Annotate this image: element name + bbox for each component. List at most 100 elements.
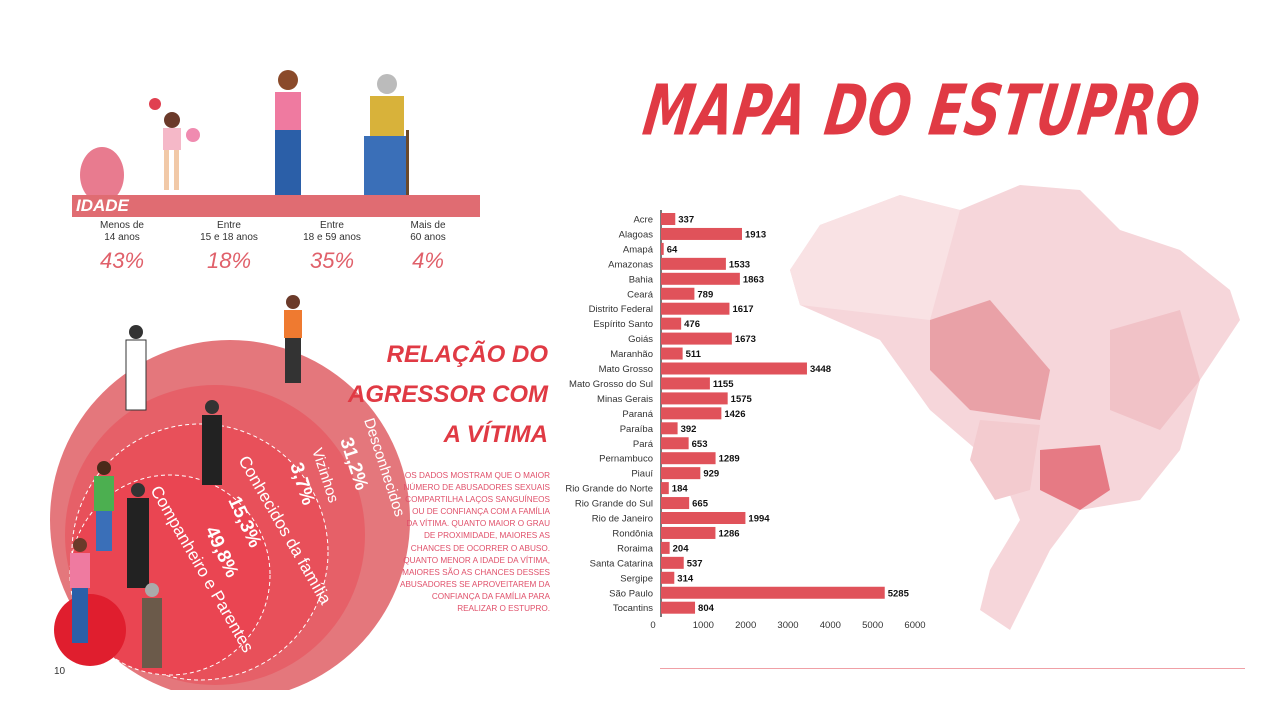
category-label: Minas Gerais bbox=[597, 394, 653, 405]
relation-title: RELAÇÃO DO AGRESSOR COM A VÍTIMA bbox=[347, 341, 548, 448]
age-group-label: Menos de 14 anos bbox=[100, 220, 144, 243]
x-tick-label: 3000 bbox=[777, 620, 798, 631]
relation-rings: Desconhecidos 31,2% Vizinhos 3,7% Conhec… bbox=[50, 295, 410, 690]
age-group-pct: 18% bbox=[206, 248, 252, 273]
age-group-pct: 4% bbox=[412, 248, 444, 273]
data-label: 1617 bbox=[732, 304, 753, 315]
category-label: Sergipe bbox=[620, 573, 653, 584]
data-label: 337 bbox=[678, 215, 694, 226]
map-mato-grosso bbox=[930, 300, 1050, 420]
bar bbox=[661, 257, 726, 270]
age-band bbox=[72, 195, 480, 217]
data-label: 1533 bbox=[729, 259, 750, 270]
age-band-label: IDADE bbox=[76, 196, 129, 215]
category-label: Rio Grande do Sul bbox=[575, 499, 653, 510]
category-label: Amapá bbox=[623, 244, 654, 255]
category-label: Amazonas bbox=[608, 259, 653, 270]
bar bbox=[661, 287, 695, 300]
bar bbox=[661, 556, 684, 569]
category-label: Pernambuco bbox=[599, 454, 653, 465]
age-group-label: Entre 15 e 18 anos bbox=[200, 220, 258, 243]
category-label: Acre bbox=[633, 215, 653, 226]
map-ms bbox=[970, 420, 1040, 500]
bar bbox=[661, 347, 683, 360]
x-tick-label: 2000 bbox=[735, 620, 756, 631]
data-label: 3448 bbox=[810, 364, 831, 375]
data-label: 1426 bbox=[724, 409, 745, 420]
category-label: Tocantins bbox=[613, 603, 653, 614]
bar bbox=[661, 497, 690, 510]
data-label: 929 bbox=[703, 469, 719, 480]
baby-figure bbox=[80, 147, 124, 203]
data-label: 314 bbox=[677, 573, 694, 584]
age-group-pct: 43% bbox=[99, 248, 145, 273]
page-number: 10 bbox=[54, 666, 66, 677]
bar bbox=[661, 242, 664, 255]
category-label: Maranhão bbox=[610, 349, 653, 360]
category-label: Espírito Santo bbox=[593, 319, 653, 330]
category-label: Mato Grosso bbox=[599, 364, 653, 375]
data-label: 537 bbox=[687, 558, 703, 569]
bar-chart: Acre 337 Alagoas 1913 Amapá 64 Amazonas 1533 Bah… bbox=[565, 210, 926, 631]
category-label: Goiás bbox=[628, 334, 653, 345]
data-label: 392 bbox=[681, 424, 697, 435]
bar bbox=[661, 452, 716, 465]
category-label: Bahia bbox=[629, 274, 654, 285]
data-label: 804 bbox=[698, 603, 715, 614]
data-label: 1913 bbox=[745, 229, 766, 240]
data-label: 1575 bbox=[731, 394, 753, 405]
ring-core bbox=[54, 594, 126, 666]
data-label: 204 bbox=[673, 543, 690, 554]
bar bbox=[661, 302, 730, 315]
bar bbox=[661, 377, 710, 390]
category-label: Mato Grosso do Sul bbox=[569, 379, 653, 390]
bar bbox=[661, 332, 732, 345]
category-label: Rondônia bbox=[612, 528, 653, 539]
page-title: MAPA DO ESTUPRO bbox=[638, 70, 1206, 152]
relation-paragraph: Os dados mostram que o maior número de a… bbox=[400, 471, 550, 614]
bar bbox=[661, 541, 670, 554]
data-label: 1155 bbox=[713, 379, 734, 390]
bar bbox=[661, 482, 669, 495]
people-figures bbox=[70, 295, 302, 668]
age-group-pct: 35% bbox=[309, 248, 355, 273]
data-label: 1286 bbox=[718, 528, 739, 539]
bar bbox=[661, 586, 885, 599]
map-bahia bbox=[1110, 310, 1200, 430]
brazil-map bbox=[790, 185, 1240, 630]
bar bbox=[661, 407, 722, 420]
x-tick-label: 1000 bbox=[693, 620, 714, 631]
x-tick-label: 5000 bbox=[862, 620, 883, 631]
category-label: Ceará bbox=[627, 289, 654, 300]
data-label: 511 bbox=[686, 349, 702, 360]
age-group-label: Entre 18 e 59 anos bbox=[303, 220, 361, 243]
bar bbox=[661, 437, 689, 450]
data-label: 1289 bbox=[719, 454, 740, 465]
category-label: São Paulo bbox=[609, 588, 653, 599]
divider bbox=[660, 668, 1245, 669]
data-label: 1863 bbox=[743, 274, 764, 285]
age-group-label: Mais de 60 anos bbox=[410, 220, 446, 243]
map-amazonas bbox=[790, 195, 960, 320]
data-label: 1994 bbox=[748, 514, 770, 525]
x-tick-label: 6000 bbox=[904, 620, 925, 631]
category-label: Rio de Janeiro bbox=[592, 514, 653, 525]
bar bbox=[661, 272, 740, 285]
data-label: 476 bbox=[684, 319, 700, 330]
category-label: Paraíba bbox=[620, 424, 654, 435]
data-label: 5285 bbox=[888, 588, 910, 599]
bar bbox=[661, 317, 682, 330]
elderly-figure bbox=[364, 74, 409, 198]
category-label: Piauí bbox=[631, 469, 653, 480]
bar bbox=[661, 512, 746, 524]
category-label: Pará bbox=[633, 439, 654, 450]
data-label: 665 bbox=[692, 499, 709, 510]
bar bbox=[661, 467, 701, 480]
category-label: Rio Grande do Norte bbox=[565, 484, 653, 495]
data-label: 789 bbox=[697, 289, 713, 300]
category-label: Paraná bbox=[622, 409, 653, 420]
category-label: Distrito Federal bbox=[589, 304, 653, 315]
age-illustrations bbox=[80, 70, 409, 203]
map-sao-paulo bbox=[1040, 445, 1110, 510]
category-label: Santa Catarina bbox=[590, 558, 654, 569]
